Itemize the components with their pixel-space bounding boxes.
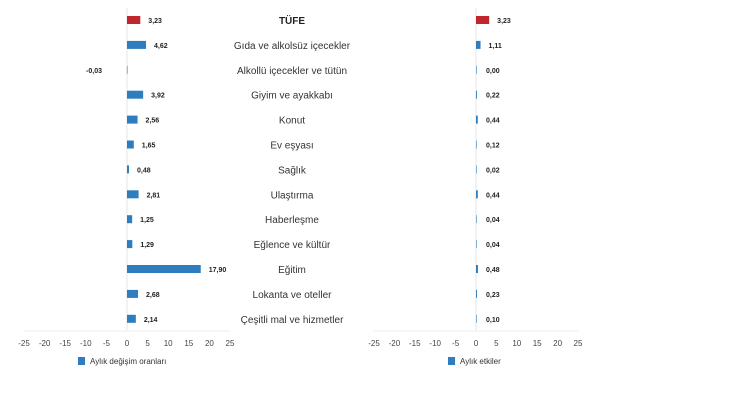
bar-0 [127, 16, 141, 24]
data-label: 0,10 [486, 317, 500, 324]
legend-label: Aylık etkiler [460, 357, 501, 366]
bar-8 [476, 215, 477, 224]
category-label: Giyim ve ayakkabı [251, 91, 333, 102]
x-tick-label: -25 [18, 339, 30, 348]
category-label: Alkollü içecekler ve tütün [237, 66, 347, 77]
data-label: 0,48 [486, 267, 500, 274]
x-tick-label: 20 [553, 339, 562, 348]
bar-9 [127, 240, 133, 249]
category-label: Lokanta ve oteller [253, 290, 333, 301]
data-label: -0,03 [86, 68, 102, 75]
x-tick-label: -5 [452, 339, 460, 348]
data-label: 2,68 [146, 292, 160, 299]
x-tick-label: -10 [429, 339, 441, 348]
data-label: 0,12 [486, 143, 500, 150]
bar-4 [127, 115, 138, 124]
x-tick-label: -15 [409, 339, 421, 348]
bar-10 [127, 265, 201, 273]
category-label: Sağlık [278, 165, 307, 176]
x-tick-label: 5 [145, 339, 150, 348]
bar-2 [126, 65, 128, 74]
data-label: 0,48 [137, 167, 151, 174]
bar-5 [127, 140, 134, 149]
category-label: Ulaştırma [271, 190, 314, 201]
category-label: Haberleşme [265, 215, 319, 226]
data-label: 3,23 [497, 18, 511, 25]
x-tick-label: 25 [574, 339, 583, 348]
category-label: Çeşitli mal ve hizmetler [241, 315, 344, 326]
x-tick-label: 10 [164, 339, 173, 348]
category-label: Konut [279, 116, 305, 127]
data-label: 2,81 [147, 192, 161, 199]
bar-6 [476, 165, 477, 174]
data-label: 0,23 [486, 292, 500, 299]
bar-11 [476, 289, 477, 298]
category-label: Eğlence ve kültür [254, 240, 331, 251]
bar-6 [127, 165, 129, 174]
legend-swatch [448, 357, 455, 365]
bar-3 [476, 90, 477, 99]
bar-8 [127, 215, 133, 224]
data-label: 0,00 [486, 68, 500, 75]
data-label: 2,14 [144, 317, 158, 324]
data-label: 2,56 [146, 118, 160, 125]
data-label: 0,04 [486, 242, 500, 249]
x-tick-label: 25 [226, 339, 235, 348]
x-tick-label: -20 [39, 339, 51, 348]
bar-7 [127, 190, 139, 199]
data-label: 0,44 [486, 192, 500, 199]
data-label: 0,04 [486, 217, 500, 224]
bar-9 [476, 240, 477, 249]
data-label: 1,29 [140, 242, 154, 249]
category-label: Ev eşyası [270, 141, 313, 152]
bar-4 [476, 115, 478, 124]
bar-5 [476, 140, 477, 149]
data-label: 17,90 [209, 267, 227, 274]
data-label: 3,23 [148, 18, 162, 25]
data-label: 0,44 [486, 118, 500, 125]
x-tick-label: 10 [512, 339, 521, 348]
x-tick-label: 0 [474, 339, 479, 348]
category-label: TÜFE [279, 14, 305, 27]
data-label: 1,11 [489, 43, 502, 50]
bar-11 [127, 289, 139, 298]
x-tick-label: 0 [125, 339, 130, 348]
bar-3 [127, 90, 144, 99]
data-label: 3,92 [151, 93, 165, 100]
legend-label: Aylık değişim oranları [90, 357, 166, 366]
data-label: 4,62 [154, 43, 168, 50]
bar-10 [476, 265, 478, 273]
x-tick-label: 15 [184, 339, 193, 348]
data-label: 0,22 [486, 93, 500, 100]
category-label: Eğitim [278, 265, 306, 276]
x-tick-label: -25 [368, 339, 380, 348]
bar-1 [476, 40, 481, 49]
bar-0 [476, 16, 490, 24]
bar-7 [476, 190, 478, 199]
x-tick-label: -15 [59, 339, 71, 348]
x-tick-label: -10 [80, 339, 92, 348]
x-tick-label: -5 [103, 339, 111, 348]
category-label: Gıda ve alkolsüz içecekler [234, 41, 351, 52]
legend-swatch [78, 357, 85, 365]
bar-12 [127, 314, 136, 323]
x-tick-label: 15 [533, 339, 542, 348]
x-tick-label: 20 [205, 339, 214, 348]
data-label: 0,02 [486, 167, 500, 174]
data-label: 1,65 [142, 143, 156, 150]
x-tick-label: -20 [389, 339, 401, 348]
bar-2 [476, 65, 477, 74]
bar-12 [476, 314, 477, 323]
bar-1 [127, 40, 147, 49]
data-label: 1,25 [140, 217, 154, 224]
x-tick-label: 5 [494, 339, 499, 348]
